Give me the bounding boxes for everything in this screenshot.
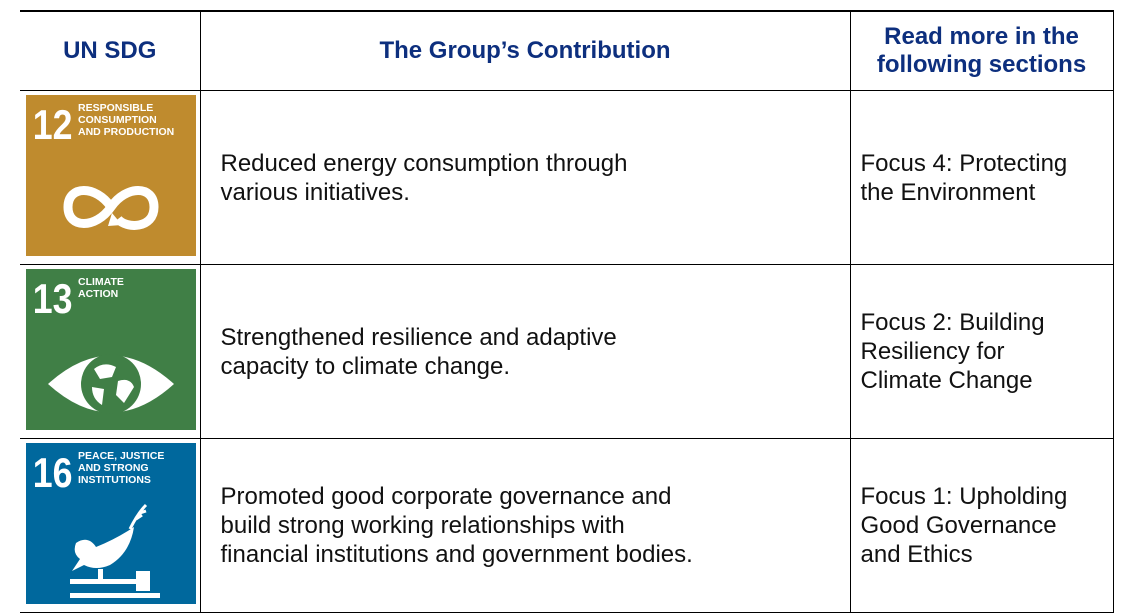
contribution-text: capacity to climate change. (220, 352, 511, 380)
section-text: Focus 4: Protecting (860, 149, 1068, 177)
section-text: Climate Change (860, 367, 1033, 394)
contribution-text: Strengthened resilience and adaptive (220, 323, 617, 351)
sdg-icon: 13 CLIMATE ACTION (26, 269, 196, 430)
header-row: UN SDG The Group’s Contribution Read mor… (20, 10, 1114, 91)
table-row: 12 RESPONSIBLE CONSUMPTION AND PRODUCTIO… (20, 90, 1114, 265)
sdg-number: 13 (33, 276, 73, 322)
section-text: Resiliency for (860, 338, 1005, 365)
table-row: 13 CLIMATE ACTION Strengthened resilienc… (20, 264, 1114, 439)
contribution-text: Reduced energy consumption through (220, 149, 628, 177)
contribution-cell: Promoted good corporate governance and bu… (199, 438, 851, 613)
sdg-icon: 12 RESPONSIBLE CONSUMPTION AND PRODUCTIO… (26, 95, 196, 256)
sdg-label: CLIMATE (78, 276, 124, 288)
sdg-label: RESPONSIBLE (78, 102, 153, 114)
header-text: following sections (876, 51, 1087, 78)
contribution-cell: Strengthened resilience and adaptive capa… (199, 264, 851, 439)
contribution-text: financial institutions and government bo… (220, 541, 693, 568)
sdg-cell: 12 RESPONSIBLE CONSUMPTION AND PRODUCTIO… (20, 90, 201, 265)
section-text: Focus 2: Building (860, 309, 1045, 336)
sections-cell: Focus 1: Upholding Good Governance and Eth… (849, 438, 1114, 613)
section-text: and Ethics (860, 541, 973, 568)
section-text: the Environment (860, 178, 1036, 206)
contribution-text: build strong working relationships with (220, 512, 625, 539)
contribution-text: various initiatives. (220, 178, 410, 206)
section-text: Focus 1: Upholding (860, 483, 1068, 510)
sections-cell: Focus 2: Building Resiliency for Climate C… (849, 264, 1114, 439)
sdg-cell: 13 CLIMATE ACTION (20, 264, 201, 439)
sdg-icon: 16 PEACE, JUSTICE AND STRONG INSTITUTION… (26, 443, 196, 604)
section-text: Good Governance (860, 512, 1057, 539)
sdg-label: ACTION (78, 288, 118, 300)
sdg-label: AND PRODUCTION (78, 126, 174, 138)
sdg-number: 16 (33, 450, 73, 496)
header-cell: The Group’s Contribution (199, 10, 851, 91)
sdg-label: INSTITUTIONS (78, 474, 151, 486)
header-cell: UN SDG (20, 10, 201, 91)
contribution-text: Promoted good corporate governance and (220, 483, 672, 510)
sections-cell: Focus 4: Protecting the Environment (849, 90, 1114, 265)
sdg-label: PEACE, JUSTICE (78, 450, 164, 462)
header-cell: Read more in the following sections (849, 10, 1114, 91)
sdg-table: UN SDG The Group’s Contribution Read mor… (20, 10, 1114, 613)
contribution-cell: Reduced energy consumption through variou… (199, 90, 851, 265)
header-text: Read more in the (884, 23, 1079, 50)
sdg-cell: 16 PEACE, JUSTICE AND STRONG INSTITUTION… (20, 438, 201, 613)
sdg-number: 12 (33, 102, 73, 148)
sdg-label: CONSUMPTION (78, 114, 157, 126)
sdg-label: AND STRONG (78, 462, 149, 474)
table-row: 16 PEACE, JUSTICE AND STRONG INSTITUTION… (20, 438, 1114, 613)
header-text: The Group’s Contribution (379, 37, 671, 64)
header-text: UN SDG (63, 37, 157, 64)
